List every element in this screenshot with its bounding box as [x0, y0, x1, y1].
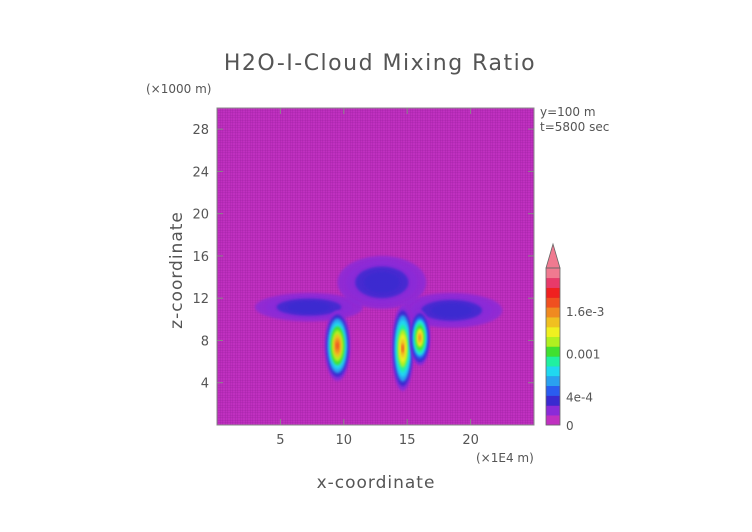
y-axis: 4 8 12 16 20 24 28	[192, 123, 534, 392]
y-tick-label: 4	[201, 377, 209, 392]
colorbar-tick-label: 0	[566, 419, 574, 433]
colorbar: 0 4e-4 0.001 1.6e-3	[545, 242, 604, 433]
colorbar-segment	[546, 287, 560, 298]
y-tick-label: 28	[192, 123, 209, 138]
y-unit-label: (×1000 m)	[146, 82, 211, 96]
y-tick-label: 8	[201, 334, 209, 349]
colorbar-segment	[546, 395, 560, 406]
colorbar-extend-arrow	[545, 242, 561, 269]
colorbar-tick-label: 4e-4	[566, 390, 593, 404]
x-tick-label: 10	[336, 433, 353, 448]
colorbar-segment	[546, 366, 560, 377]
colorbar-segment	[546, 277, 560, 288]
y-tick-label: 24	[192, 165, 209, 180]
plot-frame	[216, 107, 535, 426]
convective-core	[409, 310, 431, 366]
colorbar-segment	[546, 268, 560, 279]
x-axis-label: x-coordinate	[317, 473, 436, 493]
y-tick-label: 12	[192, 292, 209, 307]
colorbar-segment	[546, 307, 560, 318]
y-tick-label: 20	[192, 208, 209, 223]
colorbar-frame	[545, 267, 561, 426]
colorbar-segment	[546, 336, 560, 347]
colorbar-segment	[546, 326, 560, 337]
outflow-contour	[287, 301, 331, 313]
convective-core	[391, 305, 414, 392]
colorbar-segment	[546, 415, 560, 426]
colorbar-tick-label: 1.6e-3	[566, 305, 604, 319]
convective-core	[324, 310, 351, 381]
x-tick-label: 15	[399, 433, 416, 448]
colorbar-segment	[546, 346, 560, 357]
core-contour	[336, 341, 339, 350]
colorbar-segment	[546, 297, 560, 308]
chart-title: H2O-I-Cloud Mixing Ratio	[224, 51, 536, 76]
y-axis-label: z-coordinate	[167, 211, 187, 329]
core-contour	[418, 334, 422, 341]
plot-area	[216, 107, 535, 426]
outflow-contour	[364, 271, 400, 293]
colorbar-segment	[546, 375, 560, 387]
outflow-contour	[431, 303, 472, 318]
colorbar-tick-label: 0.001	[566, 348, 600, 362]
colorbar-segment	[546, 356, 560, 367]
annotation-t: t=5800 sec	[540, 120, 609, 134]
core-contour	[401, 343, 404, 354]
cloud-field	[255, 255, 503, 392]
colorbar-segment	[546, 405, 560, 416]
x-tick-label: 20	[462, 433, 479, 448]
colorbar-segment	[546, 385, 560, 396]
x-unit-label: (×1E4 m)	[476, 451, 534, 465]
annotation-y: y=100 m	[540, 105, 596, 119]
colorbar-segment	[546, 317, 560, 328]
x-axis: 5 10 15 20	[276, 108, 479, 448]
y-tick-label: 16	[192, 250, 209, 265]
x-tick-label: 5	[276, 433, 284, 448]
